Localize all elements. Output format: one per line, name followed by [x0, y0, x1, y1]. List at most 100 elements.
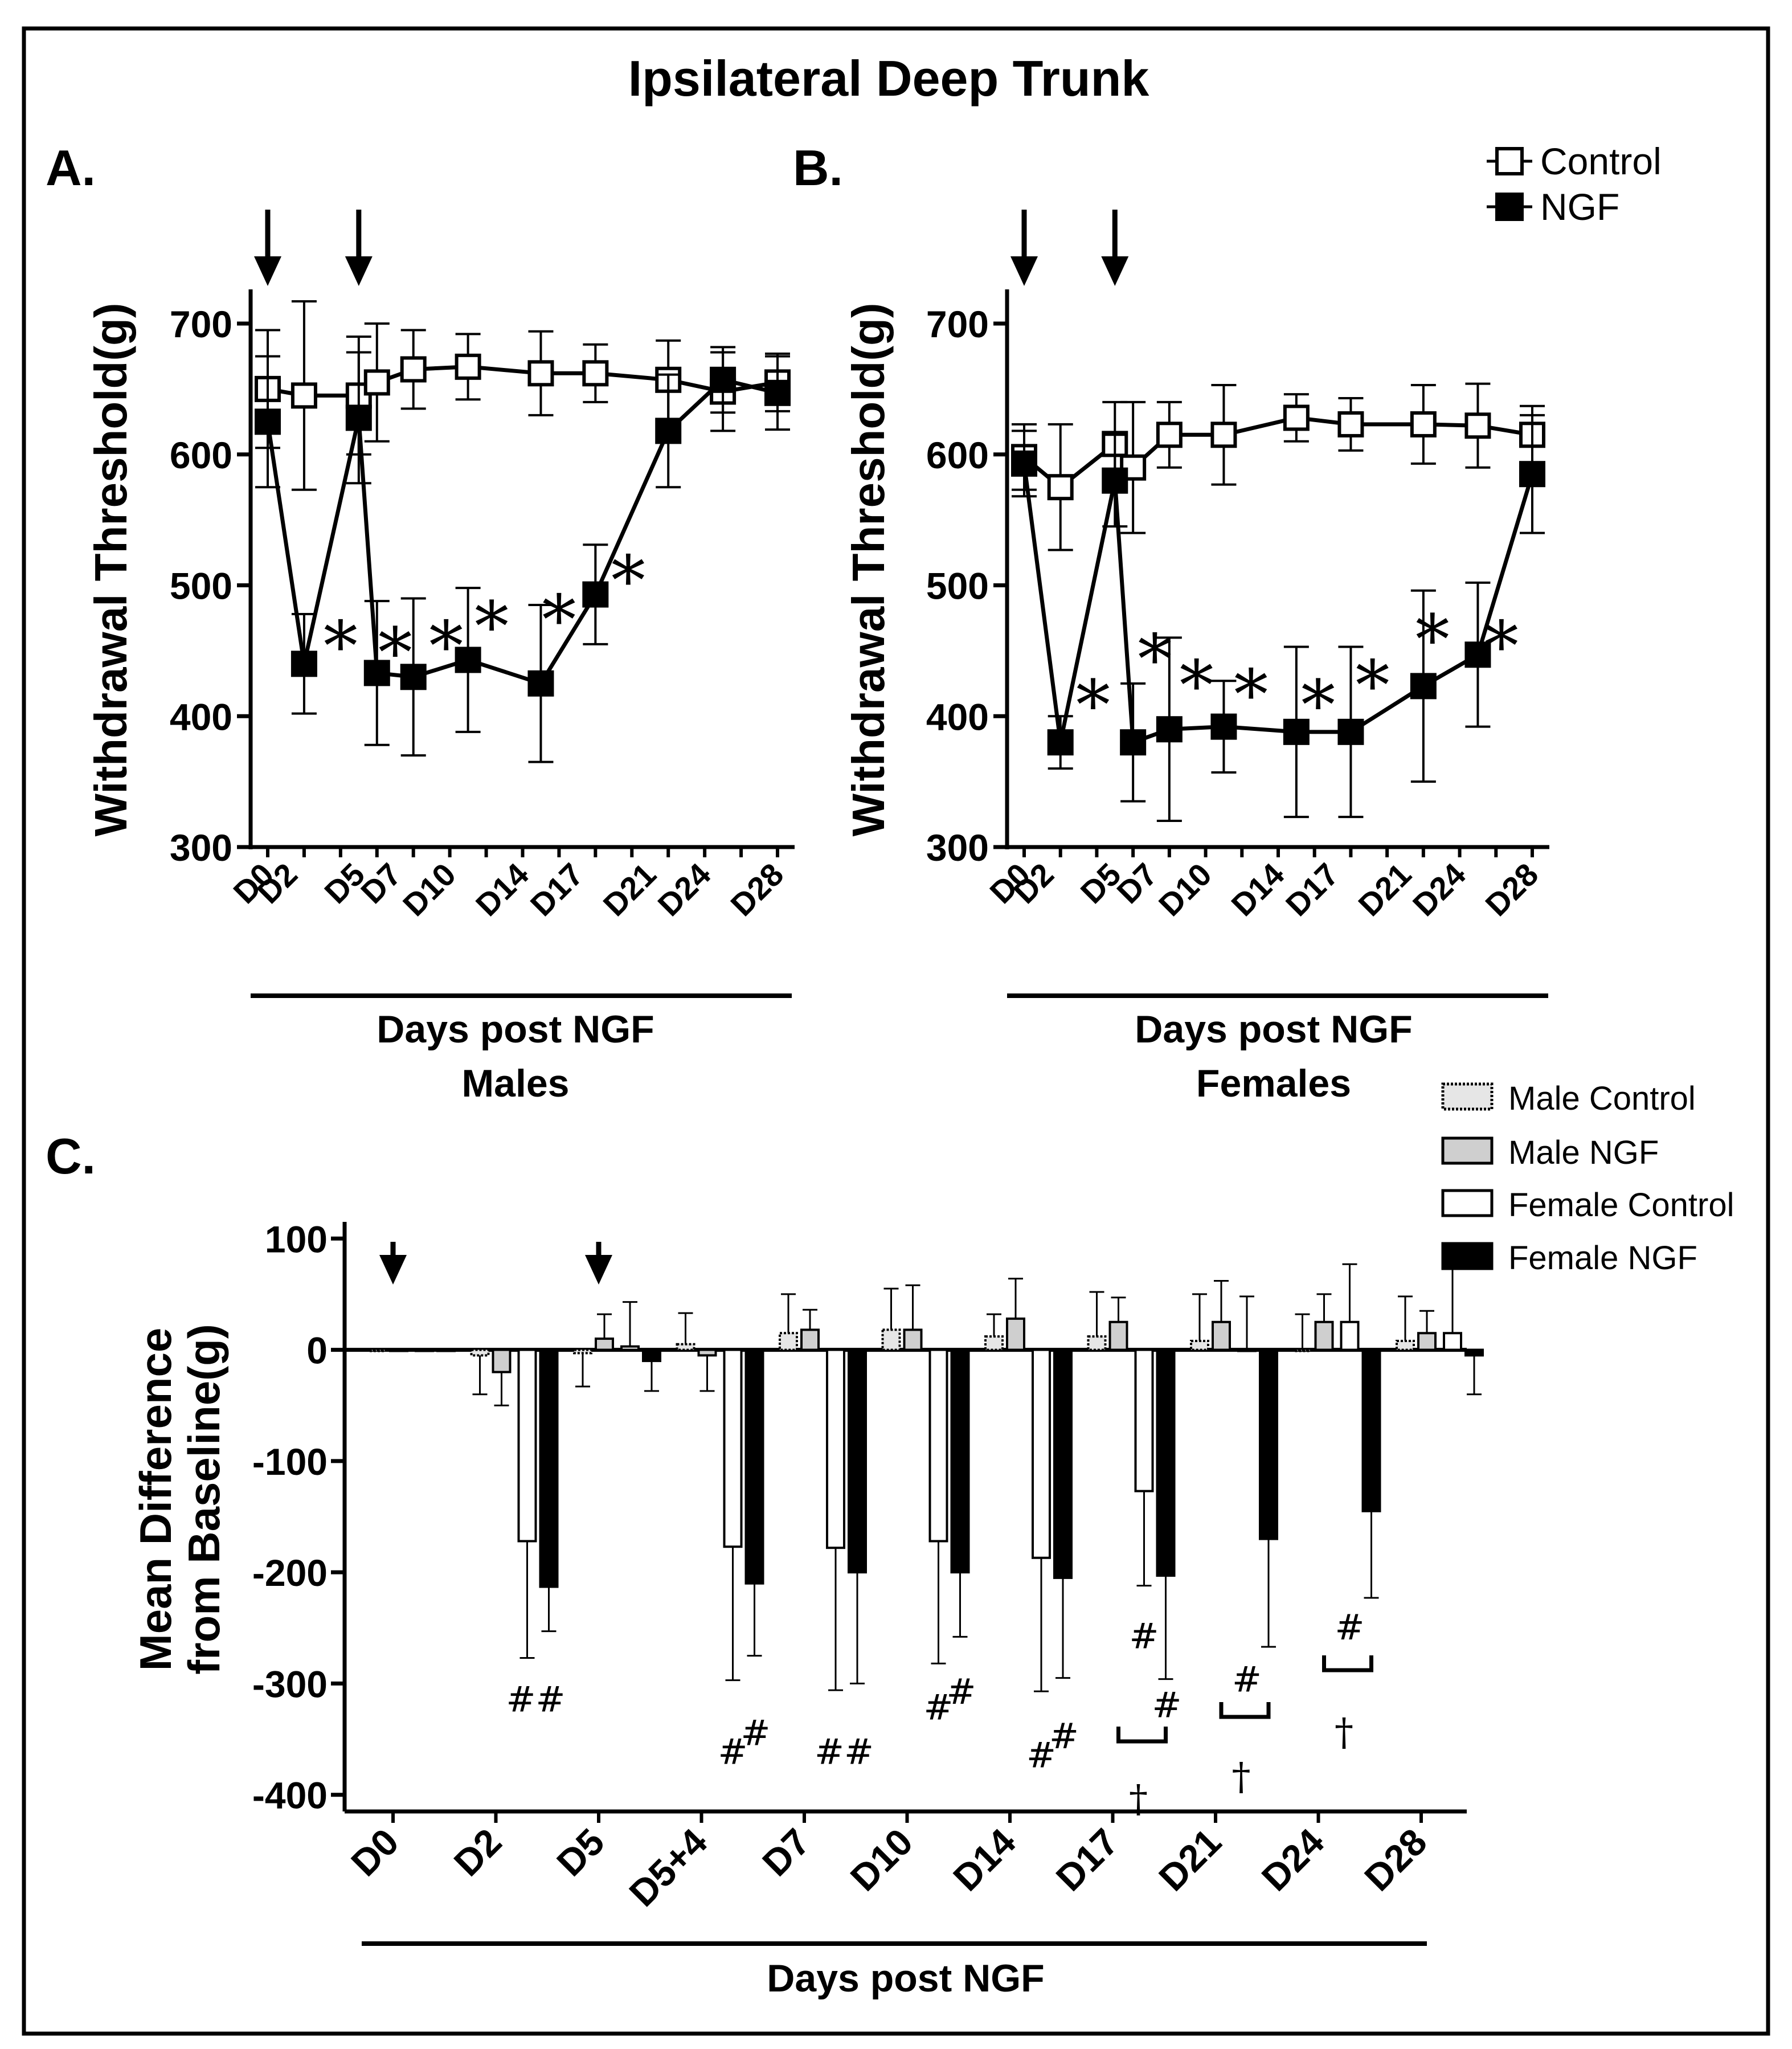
legend-c-male-control-swatch — [1441, 1082, 1494, 1111]
panel-a-ylabel: Withdrawal Threshold(g) — [85, 302, 136, 836]
panel-b-control-point — [1337, 411, 1364, 437]
panel-b-ngf-point — [1410, 673, 1437, 700]
panel-a-y-tick-label: 600 — [170, 434, 232, 476]
panel-c-female-control-bar — [1340, 1320, 1360, 1351]
panel-c-hash: # — [1152, 1684, 1182, 1725]
panel-c-male-control-bar — [676, 1343, 695, 1351]
panel-b-y-tick-label: 500 — [926, 565, 989, 607]
panel-c-male-control-bar — [881, 1328, 901, 1351]
panel-b-control-point — [1410, 411, 1437, 437]
panel-b-ngf-point — [1102, 467, 1128, 494]
panel-b-ngf-point — [1120, 729, 1147, 756]
panel-c-male-control-bar — [573, 1348, 592, 1355]
panel-b-significance-star: * — [1415, 600, 1450, 680]
panel-c-female-control-bar — [620, 1345, 640, 1351]
panel-c-female-ngf-bar — [1259, 1348, 1278, 1540]
panel-a-ngf-point — [255, 408, 281, 435]
panel-a-xlabel: Days post NGF — [377, 1008, 654, 1051]
panel-c-female-ngf-bar — [744, 1348, 764, 1585]
panel-c-male-ngf-bar — [697, 1348, 717, 1357]
panel-b-injection-arrow-0-head — [1010, 256, 1038, 286]
legend-ab-ngf: NGF — [1487, 186, 1619, 228]
panel-b-control-point — [1210, 422, 1237, 448]
panel-b-significance-star: * — [1076, 666, 1110, 745]
panel-a-control-point — [527, 360, 554, 387]
panel-c-female-ngf-bar — [436, 1348, 456, 1352]
panel-c-hash: # — [1335, 1606, 1365, 1648]
panel-c-female-control-bar — [723, 1348, 743, 1548]
panel-a-ngf-point — [655, 418, 682, 444]
panel-c-hash: ## — [815, 1731, 874, 1773]
panel-a-control-point — [291, 382, 317, 409]
panel-c: C. Mean Difference from Baseline(g) -400… — [46, 1128, 1484, 2000]
panel-c-female-control-bar — [826, 1348, 845, 1549]
panel-b-control-point — [1283, 404, 1310, 431]
panel-c-comparison-bracket — [1322, 1655, 1373, 1672]
panel-c-comparison-bracket — [1219, 1702, 1271, 1719]
panel-c-y-tick-label: -400 — [252, 1774, 328, 1817]
legend-c-male-ngf-swatch — [1441, 1136, 1494, 1165]
panel-c-injection-arrow-1-head — [585, 1255, 612, 1285]
panel-b-injection-arrow-1-head — [1101, 256, 1129, 286]
legend-c-female-ngf: Female NGF — [1441, 1240, 1697, 1277]
panel-b-ylabel: Withdrawal Threshold(g) — [843, 302, 894, 836]
panel-b-control-point — [1047, 474, 1074, 501]
panel-b-xlabel: Days post NGF — [1135, 1008, 1412, 1051]
panel-c-ylabel-line2: from Baseline(g) — [179, 1324, 229, 1674]
legend-c-female-ngf-label: Female NGF — [1508, 1240, 1697, 1277]
panel-c-female-ngf-bar — [1464, 1348, 1484, 1357]
legend-c-female-control-swatch — [1441, 1189, 1494, 1217]
legend-ab-control: Control — [1487, 140, 1662, 182]
panel-b-y-tick-label: 300 — [926, 827, 989, 869]
panel-c-hash: # — [1049, 1715, 1079, 1757]
panel-c-female-ngf-bar — [1156, 1348, 1176, 1577]
panel-c-hash: ## — [506, 1679, 566, 1720]
panel-c-male-ngf-bar — [492, 1348, 512, 1373]
legend-c-male-ngf-label: Male NGF — [1508, 1134, 1659, 1171]
panel-c-female-ngf-bar — [1053, 1348, 1073, 1579]
figure-border — [22, 26, 1770, 2036]
legend-c-male-control: Male Control — [1441, 1080, 1696, 1117]
panel-a-control-point — [455, 353, 481, 380]
panel-c-female-ngf-bar — [642, 1348, 661, 1363]
panel-a-significance-star: * — [429, 607, 463, 686]
panel-c-male-control-bar — [470, 1348, 490, 1357]
panel-a-ngf-point — [582, 581, 609, 608]
panel-b-subtitle: Females — [1196, 1062, 1351, 1105]
panel-a-significance-star: * — [324, 607, 358, 686]
panel-c-dagger: † — [1232, 1754, 1251, 1798]
panel-c-hash: # — [924, 1686, 954, 1728]
legend-ab-ngf-label: NGF — [1540, 186, 1619, 228]
panel-b-control-point — [1464, 412, 1491, 439]
panel-c-injection-arrow-0-head — [379, 1255, 407, 1285]
panel-c-dagger: † — [1335, 1710, 1353, 1754]
panel-a-label: A. — [46, 140, 96, 196]
panel-c-hash: # — [1130, 1615, 1159, 1657]
panel-a-y-tick-label: 700 — [170, 303, 232, 345]
panel-a-ngf-point — [764, 379, 791, 406]
panel-c-label: C. — [46, 1128, 96, 1184]
panel-b-significance-star: * — [1234, 656, 1268, 735]
panel-a-injection-arrow-0-head — [254, 256, 281, 286]
panel-c-female-control-bar — [1237, 1348, 1257, 1352]
legend-c-male-ngf: Male NGF — [1441, 1134, 1659, 1171]
panel-c-hash: # — [1026, 1734, 1056, 1776]
panel-a-significance-star: * — [611, 542, 645, 621]
panel-c-y-tick-label: -200 — [252, 1552, 328, 1594]
panel-c-y-tick-label: 100 — [265, 1218, 328, 1260]
legend-c-female-control: Female Control — [1441, 1187, 1734, 1224]
panel-c-female-control-bar — [415, 1348, 434, 1352]
panel-a-significance-star: * — [542, 581, 576, 660]
panel-c-female-control-bar — [1443, 1332, 1462, 1351]
panel-b-ngf-point — [1337, 718, 1364, 745]
panel-b-significance-star: * — [1484, 607, 1519, 686]
legend-ab-control-label: Control — [1540, 140, 1662, 182]
panel-c-male-ngf-bar — [1314, 1320, 1334, 1351]
panel-c-female-ngf-bar — [539, 1348, 559, 1588]
figure-title: Ipsilateral Deep Trunk — [628, 50, 1150, 107]
panel-a-y-tick-label: 400 — [170, 696, 232, 738]
panel-c-male-ngf-bar — [1212, 1320, 1231, 1351]
panel-c-female-control-bar — [517, 1348, 537, 1543]
panel-c-y-tick-label: 0 — [306, 1330, 328, 1372]
